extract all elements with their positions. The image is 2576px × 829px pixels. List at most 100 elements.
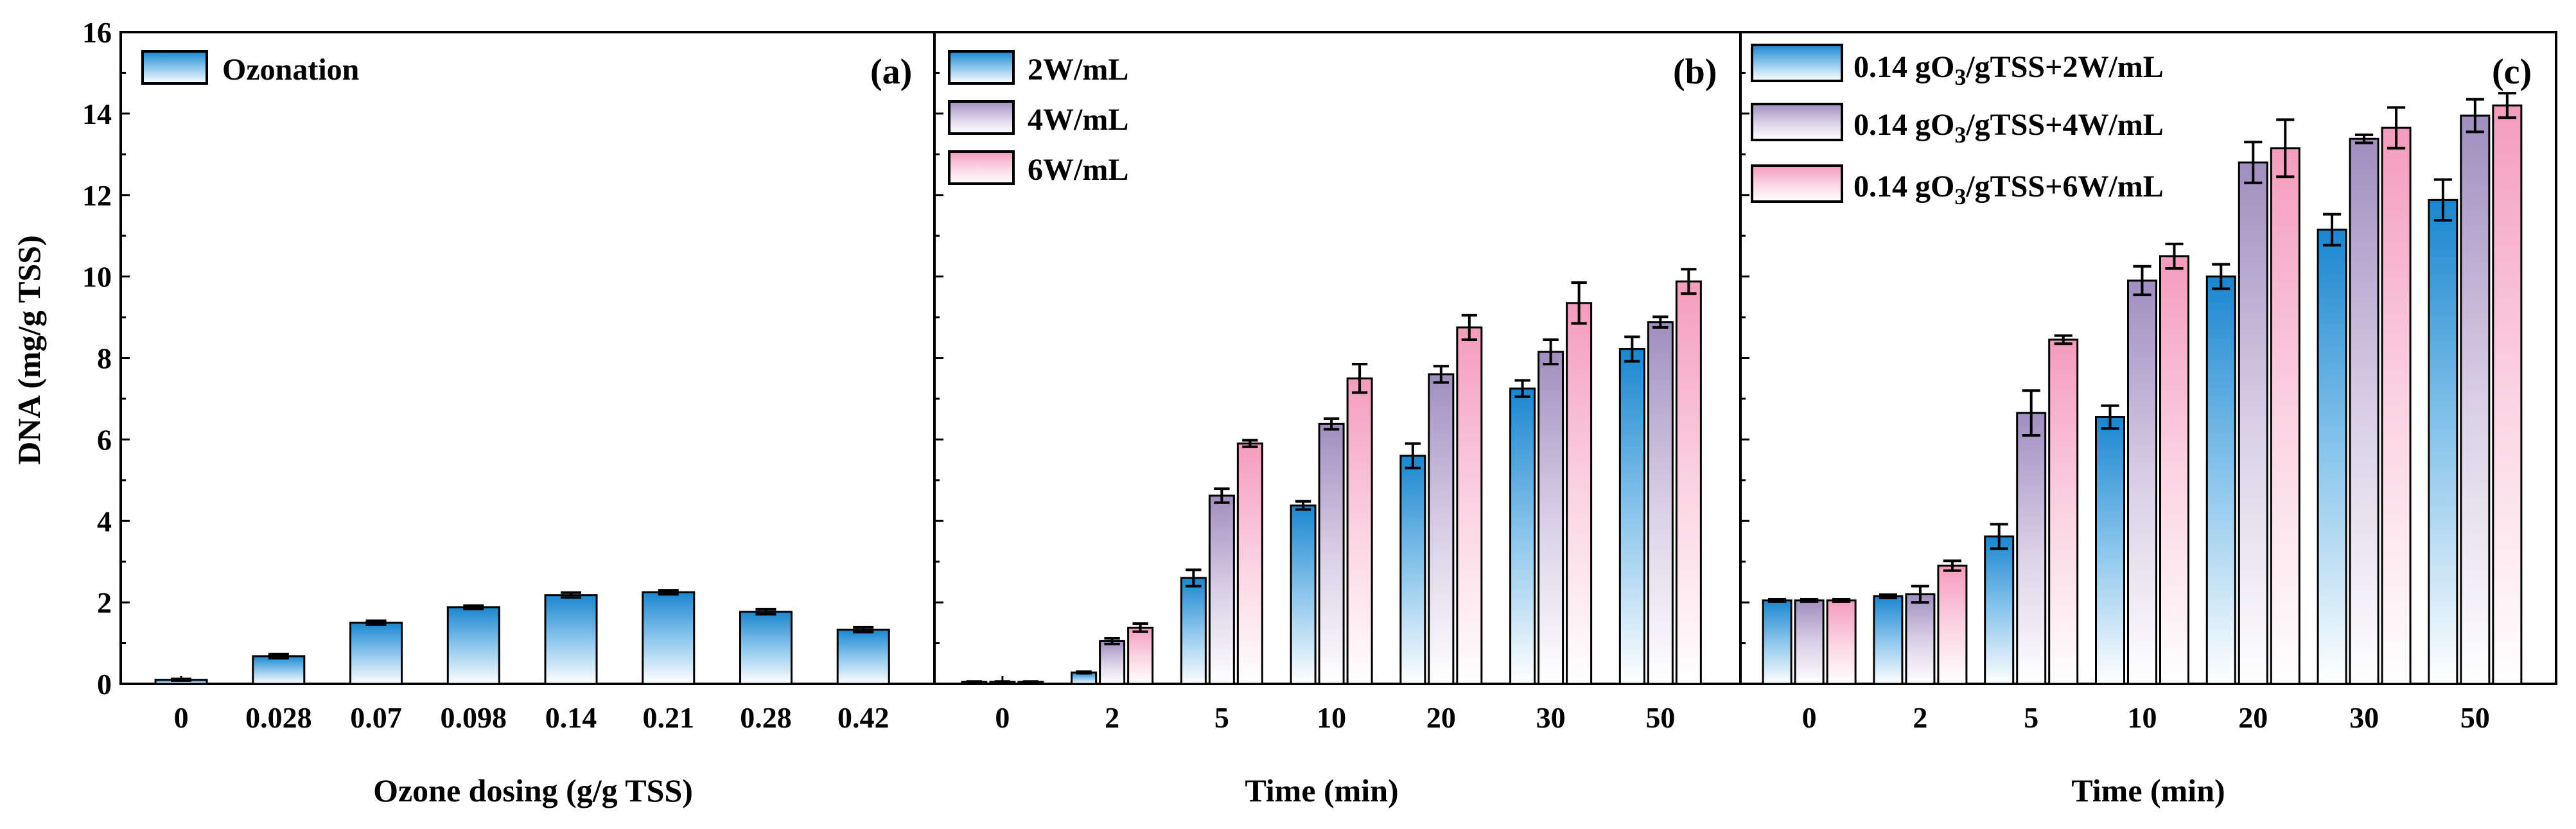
y-tick-label: 16 [82,16,112,49]
bar-b-0-4 [1399,455,1426,685]
bar-c-2-4 [2270,147,2300,685]
y-tick-label: 6 [97,423,112,456]
bar-b-0-6 [1618,348,1645,685]
bar-b-1-3 [1318,423,1345,685]
legend-c: 0.14 gO3/gTSS+2W/mL 0.14 gO3/gTSS+4W/mL … [1751,44,2164,209]
bar-a-0-6 [739,611,793,685]
x-tick-label: 30 [2349,701,2379,734]
y-tick-label: 12 [82,179,112,212]
bar-c-1-6 [2460,114,2491,685]
bar-c-1-5 [2349,137,2379,685]
bar-c-1-2 [2016,412,2047,685]
x-tick-label: 0.28 [740,701,792,734]
panel-label-b: (b) [1673,52,1717,92]
bar-c-0-4 [2205,275,2236,685]
bar-b-1-5 [1538,351,1564,685]
bar-c-1-1 [1905,593,1936,685]
y-tick-label: 14 [82,98,112,130]
x-tick-label: 0.14 [545,701,597,734]
bar-a-0-7 [836,629,890,685]
bar-c-2-5 [2381,127,2412,685]
x-axis-title-b: Time (min) [1245,772,1398,808]
bar-b-0-3 [1290,504,1317,685]
legend-swatch-o3-6w [1751,164,1843,203]
x-tick-label: 5 [1214,701,1229,734]
bar-a-0-2 [349,622,403,685]
x-tick-label: 20 [2238,701,2268,734]
x-tick-label: 30 [1536,701,1566,734]
legend-swatch-4w [948,100,1015,135]
y-tick-label: 8 [97,342,112,375]
legend-a: Ozonation [141,50,359,87]
plot-area: 0 2 4 6 8 10 12 14 16 0 0.028 0.07 0.098 0.14 0.21 0.28… [82,16,2557,734]
legend-label-6w: 6W/mL [1028,153,1128,187]
bar-c-2-6 [2492,104,2523,685]
x-tick-label: 20 [1426,701,1456,734]
bar-c-1-3 [2126,279,2157,685]
bar-b-2-2 [1236,442,1263,685]
bar-c-1-4 [2238,161,2268,685]
bar-b-2-5 [1566,302,1593,685]
legend-label-o3-4w: 0.14 gO3/gTSS+4W/mL [1853,108,2164,148]
x-tick-label: 0.028 [245,701,312,734]
legend-label-ozonation: Ozonation [222,53,359,87]
bar-b-1-1 [1099,640,1126,685]
panel-label-a: (a) [870,52,912,92]
bar-c-1-0 [1794,599,1825,685]
bar-b-1-4 [1428,373,1455,685]
legend-label-4w: 4W/mL [1028,103,1128,137]
x-tick-label: 0.21 [643,701,695,734]
bar-a-0-4 [544,594,598,685]
y-tick-label: 0 [97,668,112,701]
x-tick-label: 10 [2127,701,2157,734]
bar-b-1-2 [1208,494,1235,685]
bar-b-2-6 [1675,280,1702,685]
bar-c-0-5 [2317,229,2347,685]
legend-label-o3-6w: 0.14 gO3/gTSS+6W/mL [1853,170,2164,209]
y-axis-title: DNA (mg/g TSS) [11,235,47,464]
legend-swatch-o3-4w [1751,103,1843,141]
x-tick-label: 50 [2460,701,2490,734]
legend-b: 2W/mL 4W/mL 6W/mL [948,50,1128,187]
bar-b-2-1 [1127,626,1154,685]
legend-swatch-o3-2w [1751,44,1843,82]
x-tick-label: 0.07 [350,701,402,734]
x-tick-label: 0 [1802,701,1817,734]
bar-c-2-1 [1937,564,1968,685]
x-tick-label: 0 [995,701,1010,734]
bar-c-0-0 [1762,599,1792,685]
bar-b-0-5 [1509,387,1536,685]
bar-b-1-6 [1647,321,1674,685]
x-axis-title-a: Ozone dosing (g/g TSS) [373,772,693,808]
bar-c-2-0 [1826,599,1857,685]
x-axis-title-c: Time (min) [2071,772,2225,808]
bar-b-2-3 [1346,377,1373,685]
bar-a-0-3 [446,606,500,685]
x-tick-label: 10 [1317,701,1346,734]
x-tick-label: 2 [1913,701,1927,734]
x-tick-label: 50 [1645,701,1675,734]
legend-label-2w: 2W/mL [1028,53,1128,87]
bar-c-0-1 [1873,595,1904,685]
y-tick-label: 4 [97,505,112,537]
legend-swatch-2w [948,50,1015,85]
bar-c-0-6 [2428,198,2458,685]
bar-b-2-4 [1456,326,1483,685]
bar-c-0-3 [2094,415,2125,685]
bar-c-0-2 [1984,535,2015,685]
bar-a-0-5 [642,591,696,685]
legend-label-o3-2w: 0.14 gO3/gTSS+2W/mL [1853,50,2164,90]
bar-c-2-2 [2048,338,2079,685]
legend-swatch-ozonation [141,50,208,85]
x-tick-label: 0 [174,701,189,734]
legend-swatch-6w [948,150,1015,185]
bar-b-0-2 [1180,577,1207,685]
y-tick-label: 2 [97,586,112,619]
panel-label-c: (c) [2492,52,2532,92]
x-tick-label: 2 [1105,701,1119,734]
x-tick-label: 0.098 [441,701,507,734]
x-tick-label: 5 [2024,701,2038,734]
bar-c-2-3 [2159,255,2189,685]
bar-a-0-1 [252,655,306,685]
